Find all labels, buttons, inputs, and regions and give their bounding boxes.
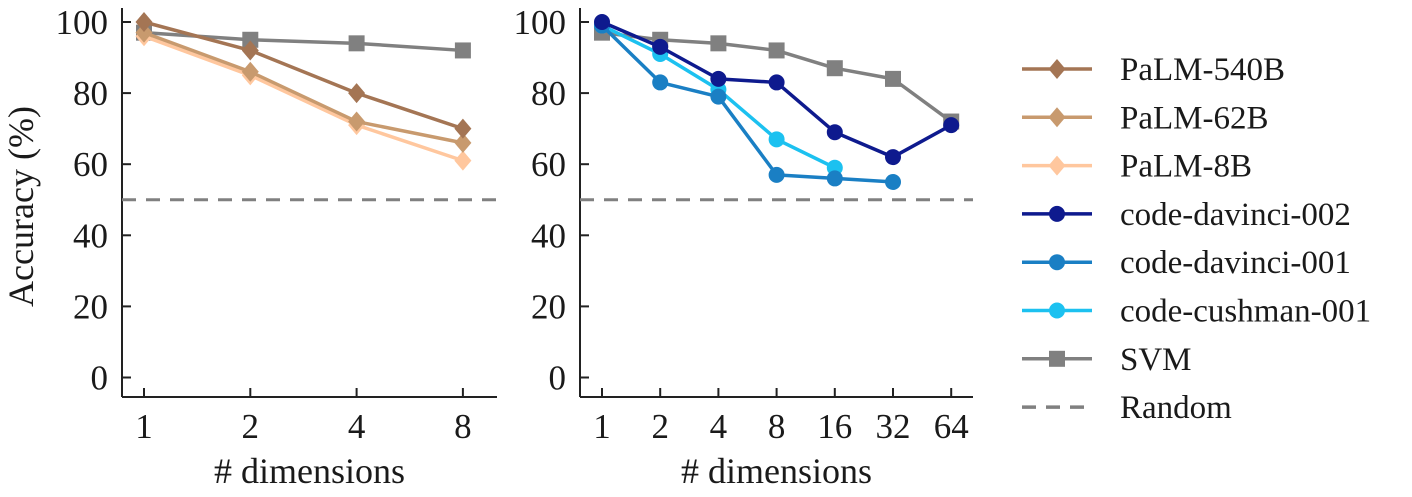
legend-entry-random: Random bbox=[1022, 390, 1232, 426]
left-series-palm-62b bbox=[135, 22, 472, 153]
legend-swatch-marker bbox=[1048, 59, 1066, 79]
left-palm-540b-line bbox=[143, 20, 464, 131]
legend-label: PaLM-8B bbox=[1120, 149, 1252, 185]
right-series-code-davinci-002 bbox=[594, 14, 960, 166]
left-palm-540b-point bbox=[454, 118, 472, 139]
right-x-tick-label: 2 bbox=[651, 407, 669, 446]
left-x-tick-label: 8 bbox=[454, 407, 472, 446]
legend-label: Random bbox=[1120, 390, 1232, 426]
legend-swatch-marker bbox=[1048, 107, 1066, 128]
legend-label: code-cushman-001 bbox=[1120, 294, 1371, 330]
left-palm-8b-point bbox=[454, 150, 472, 171]
left-y-tick-label: 0 bbox=[91, 359, 109, 398]
left-svm-point bbox=[348, 35, 365, 52]
right-code-davinci-002-point bbox=[710, 70, 727, 87]
legend-label: code-davinci-001 bbox=[1120, 245, 1351, 281]
left-palm-62b-point bbox=[241, 61, 259, 82]
right-x-tick-label: 16 bbox=[817, 407, 852, 446]
right-x-tick-label: 1 bbox=[593, 407, 611, 446]
right-y-tick-label: 80 bbox=[531, 74, 566, 113]
right-code-davinci-001-point bbox=[652, 74, 669, 91]
right-y-tick-label: 100 bbox=[514, 3, 567, 42]
right-code-cushman-001-point bbox=[768, 131, 785, 148]
right-x-axis-title: # dimensions bbox=[681, 451, 872, 491]
legend-entry-palm-540b: PaLM-540B bbox=[1022, 52, 1285, 88]
left-palm-62b-point bbox=[135, 22, 153, 43]
right-code-davinci-002-point bbox=[768, 74, 785, 91]
right-x-tick-label: 8 bbox=[768, 407, 786, 446]
legend-swatch-marker bbox=[1049, 205, 1065, 222]
right-y-tick-label: 20 bbox=[531, 287, 566, 326]
right-x-tick-label: 64 bbox=[934, 407, 969, 446]
left-x-tick-label: 4 bbox=[348, 407, 366, 446]
legend-entry-palm-8b: PaLM-8B bbox=[1022, 149, 1252, 185]
legend-label: PaLM-540B bbox=[1120, 52, 1285, 88]
right-y-tick-label: 40 bbox=[531, 216, 566, 255]
left-palm-62b-point bbox=[454, 132, 472, 153]
left-y-tick-label: 20 bbox=[73, 287, 108, 326]
left-y-tick-label: 40 bbox=[73, 216, 108, 255]
legend-label: SVM bbox=[1120, 342, 1192, 378]
legend-entry-code-davinci-001: code-davinci-001 bbox=[1022, 245, 1351, 281]
left-x-axis-title: # dimensions bbox=[214, 451, 405, 491]
left-palm-540b-point bbox=[241, 40, 259, 61]
right-code-davinci-001-point bbox=[826, 170, 843, 187]
legend-label: PaLM-62B bbox=[1120, 100, 1269, 136]
left-palm-540b-point bbox=[348, 83, 366, 104]
right-x-tick-label: 4 bbox=[710, 407, 728, 446]
right-svm-point bbox=[710, 35, 727, 52]
legend-entry-palm-62b: PaLM-62B bbox=[1022, 100, 1269, 136]
right-code-davinci-001-point bbox=[885, 173, 901, 190]
legend-swatch-marker bbox=[1048, 155, 1066, 176]
right-x-tick-label: 32 bbox=[876, 407, 911, 446]
left-series-palm-540b bbox=[135, 12, 472, 139]
legend-swatch-marker bbox=[1049, 350, 1065, 367]
left-palm-62b-line bbox=[143, 31, 464, 145]
right-code-davinci-001-line bbox=[600, 24, 894, 184]
legend-entry-svm: SVM bbox=[1022, 342, 1192, 378]
legend-entry-code-davinci-002: code-davinci-002 bbox=[1022, 197, 1351, 233]
left-y-axis-title: Accuracy (%) bbox=[1, 106, 41, 307]
legend-entry-code-cushman-001: code-cushman-001 bbox=[1022, 294, 1371, 330]
legend: PaLM-540B PaLM-62B PaLM-8B code-davinci-002… bbox=[1022, 52, 1371, 426]
left-x-tick-label: 2 bbox=[242, 407, 260, 446]
right-code-davinci-002-point bbox=[652, 38, 669, 55]
right-code-davinci-002-point bbox=[594, 14, 610, 30]
left-svm-point bbox=[242, 31, 259, 48]
left-palm-8b-line bbox=[143, 34, 464, 163]
legend-swatch-marker bbox=[1049, 302, 1065, 319]
left-y-tick-label: 100 bbox=[56, 3, 109, 42]
right-svm-point bbox=[826, 60, 843, 77]
right-panel: 0 20 40 60 80 100 1 2 4 8 16 32 64 # dimensions bbox=[514, 3, 973, 491]
left-y-tick-label: 60 bbox=[73, 145, 108, 184]
left-palm-540b-point bbox=[135, 12, 153, 32]
right-svm-point bbox=[885, 70, 901, 87]
right-code-davinci-002-point bbox=[943, 117, 960, 134]
left-svm-point bbox=[454, 42, 471, 59]
right-code-davinci-002-point bbox=[826, 124, 843, 141]
left-y-tick-label: 80 bbox=[73, 74, 108, 113]
right-code-davinci-002-point bbox=[885, 149, 901, 166]
right-y-tick-label: 60 bbox=[531, 145, 566, 184]
left-panel: 0 20 40 60 80 100 1 2 4 8 # dimensions Accuracy (%) bbox=[1, 3, 497, 491]
right-code-davinci-001-point bbox=[768, 166, 785, 183]
right-y-tick-label: 0 bbox=[549, 359, 567, 398]
left-palm-62b-point bbox=[348, 111, 366, 132]
legend-label: code-davinci-002 bbox=[1120, 197, 1351, 233]
right-code-davinci-001-point bbox=[710, 88, 727, 105]
right-svm-point bbox=[768, 42, 785, 59]
legend-swatch-marker bbox=[1049, 254, 1065, 271]
left-x-tick-label: 1 bbox=[135, 407, 153, 446]
